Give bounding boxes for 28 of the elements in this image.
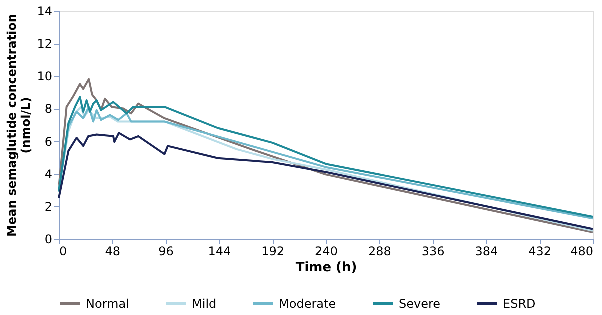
y-tick-label: 2 <box>44 200 52 214</box>
legend-label: Moderate <box>279 296 336 311</box>
x-tick-label: 384 <box>475 244 498 258</box>
y-tick-label: 14 <box>37 4 52 18</box>
x-tick-label: 240 <box>315 244 338 258</box>
y-tick-label: 8 <box>44 102 52 116</box>
line-series <box>58 132 594 230</box>
y-tick-label: 10 <box>37 70 52 84</box>
y-tick-label: 0 <box>44 232 52 246</box>
y-axis-title: Mean semaglutide concentration (nmol/L) <box>5 14 34 237</box>
x-tick-label: 480 <box>570 244 594 258</box>
x-tick-label: 288 <box>368 244 392 258</box>
y-tick-label: 6 <box>44 134 52 149</box>
x-tick-label: 0 <box>60 244 68 258</box>
x-tick-label: 96 <box>158 244 174 258</box>
y-tick-label: 12 <box>37 37 52 52</box>
legend-label: Mild <box>192 296 217 311</box>
x-tick-label: 48 <box>105 244 121 258</box>
legend-label: Severe <box>399 296 441 311</box>
x-tick-label: 432 <box>528 244 552 258</box>
y-tick-label: 4 <box>44 167 52 182</box>
x-axis-title: Time (h) <box>296 260 358 276</box>
x-tick-label: 192 <box>262 244 285 258</box>
legend-label: Normal <box>86 296 130 311</box>
legend-label: ESRD <box>503 296 536 311</box>
line-series <box>58 78 594 234</box>
x-tick-label: 144 <box>208 244 232 258</box>
x-tick-label: 336 <box>422 244 445 258</box>
